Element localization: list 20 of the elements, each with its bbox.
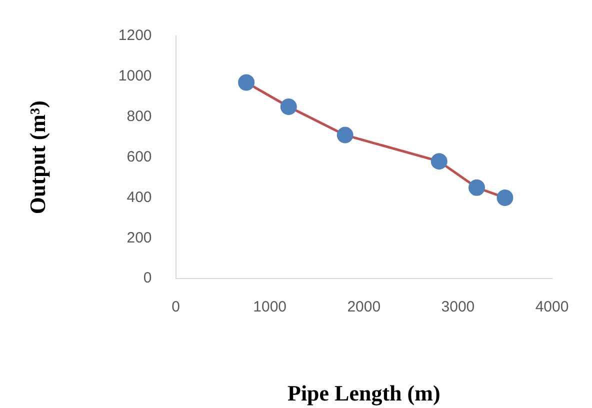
- point: [336, 126, 354, 144]
- y-tick-label: 400: [126, 188, 152, 206]
- x-tick-label: 0: [172, 298, 180, 316]
- y-axis-title: Output (m³): [24, 100, 50, 214]
- x-tick-label: 4000: [535, 298, 569, 316]
- y-tick-label: 800: [126, 108, 152, 126]
- x-tick-label: 2000: [347, 298, 381, 316]
- point: [238, 74, 255, 91]
- point: [468, 179, 486, 196]
- y-tick-label: 600: [126, 148, 152, 166]
- point: [430, 153, 448, 170]
- x-tick-label: 1000: [253, 298, 287, 316]
- y-tick-label: 200: [126, 229, 152, 246]
- y-tick-label: 0: [143, 270, 152, 287]
- point: [496, 189, 514, 206]
- x-axis-title: Pipe Length (m): [288, 380, 440, 406]
- x-tick-label: 3000: [441, 298, 475, 316]
- y-tick-label: 1200: [118, 27, 152, 44]
- y-tick-label: 1000: [118, 68, 152, 85]
- point: [280, 98, 297, 116]
